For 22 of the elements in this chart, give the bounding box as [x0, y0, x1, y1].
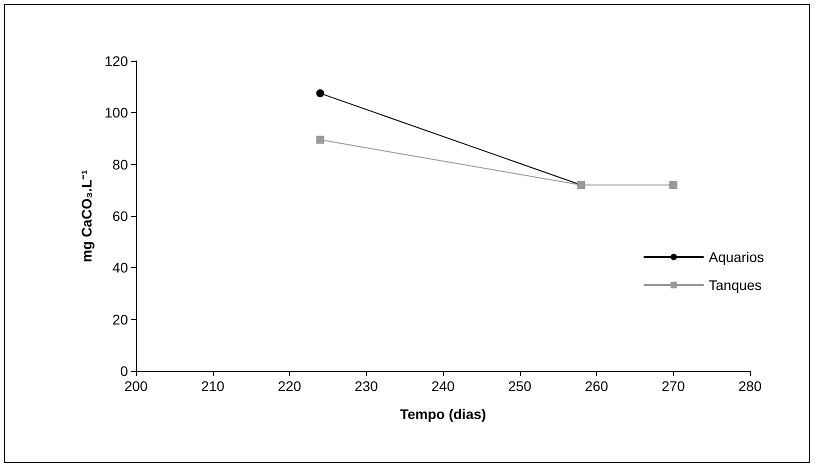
x-tick-label: 240 — [431, 378, 455, 394]
y-tick-label: 100 — [104, 104, 128, 121]
legend-label: Aquarios — [708, 249, 764, 265]
x-tick-label: 230 — [354, 378, 378, 394]
legend-label: Tanques — [708, 277, 762, 293]
x-tick-label: 200 — [124, 378, 148, 394]
y-tick-label: 0 — [120, 363, 128, 379]
x-tick-label: 220 — [278, 378, 302, 394]
x-tick-label: 270 — [662, 378, 686, 394]
x-axis-title: Tempo (dias) — [400, 406, 486, 422]
x-tick-label: 260 — [584, 378, 608, 394]
x-tick-label: 250 — [508, 378, 532, 394]
y-tick-label: 40 — [112, 260, 128, 276]
point — [316, 136, 324, 144]
y-axis-title: mg CaCO₃.L⁻¹ — [78, 169, 95, 262]
y-tick-label: 60 — [112, 208, 128, 224]
point — [316, 89, 324, 98]
y-tick-label: 120 — [104, 53, 128, 69]
x-tick-label: 280 — [738, 378, 762, 394]
y-tick-label: 80 — [112, 156, 128, 172]
y-tick-label: 20 — [112, 311, 128, 328]
x-tick-label: 210 — [201, 378, 225, 394]
